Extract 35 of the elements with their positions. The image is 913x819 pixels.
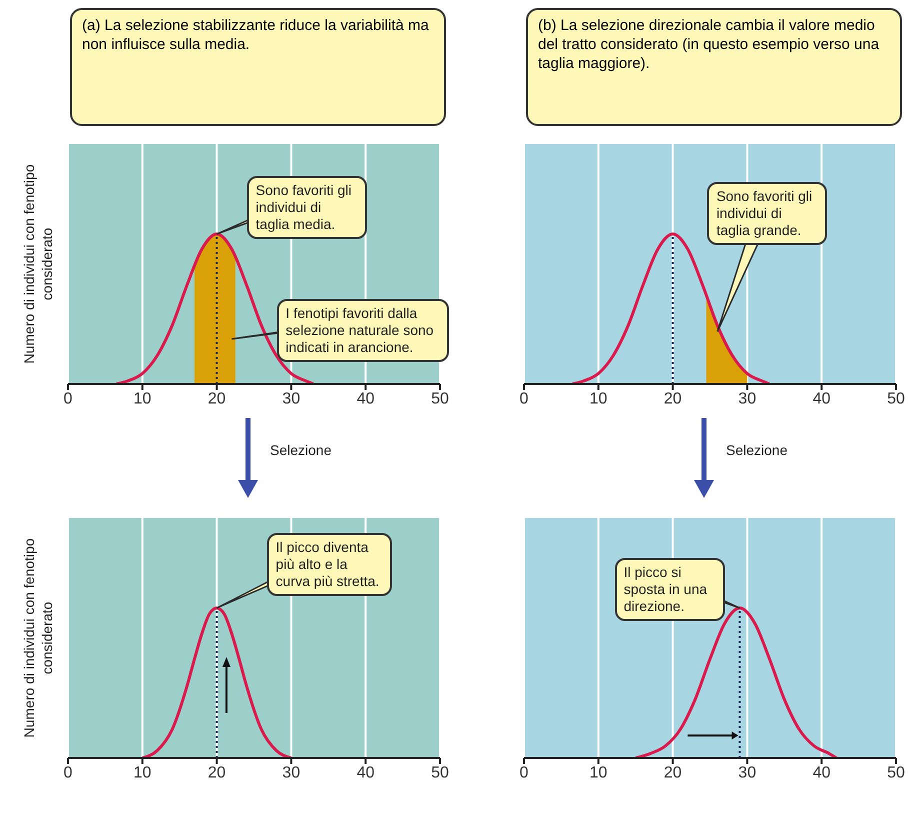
- x-tick-label: 0: [520, 764, 529, 782]
- x-tick-label: 40: [356, 764, 375, 782]
- annotation: Sono favoriti gli individui di taglia media.: [246, 176, 367, 239]
- x-tick-label: 10: [134, 764, 152, 782]
- text: Selezione: [726, 442, 788, 458]
- x-tick-label: 20: [208, 390, 226, 408]
- x-tick-label: 50: [431, 390, 449, 408]
- y-axis-title: Numero di individui con fenotipo considerato: [20, 537, 56, 740]
- chart-title: (a) La selezione stabilizzante riduce la variabilità ma non influisce sulla media.: [70, 8, 446, 126]
- x-tick-label: 30: [738, 764, 756, 782]
- x-tick-label: 20: [664, 764, 682, 782]
- x-tick-label: 0: [64, 764, 73, 782]
- x-tick-label: 30: [282, 390, 300, 408]
- x-tick-label: 30: [738, 390, 756, 408]
- y-axis-title: Numero di individui con fenotipo considerato: [20, 163, 56, 366]
- x-tick-label: 50: [887, 390, 905, 408]
- x-tick-label: 40: [356, 390, 375, 408]
- x-tick-label: 30: [282, 764, 300, 782]
- annotation: I fenotipi favoriti dalla selezione naturale sono indicati in arancione.: [276, 299, 449, 362]
- x-tick-label: 50: [887, 764, 905, 782]
- x-tick-label: 0: [520, 390, 529, 408]
- x-tick-label: 0: [64, 390, 73, 408]
- x-tick-label: 40: [812, 390, 831, 408]
- x-tick-label: 10: [590, 764, 608, 782]
- x-tick-label: 50: [431, 764, 449, 782]
- x-tick-label: 20: [664, 390, 682, 408]
- x-tick-label: 20: [208, 764, 226, 782]
- text: Selezione: [270, 442, 332, 458]
- chart-title: (b) La selezione direzionale cambia il valore medio del tratto considerato (in questo esempio verso una taglia maggiore).: [526, 8, 902, 126]
- x-tick-label: 10: [590, 390, 608, 408]
- x-tick-label: 40: [812, 764, 831, 782]
- x-tick-label: 10: [134, 390, 152, 408]
- annotation: Il picco si sposta in una direzione.: [614, 558, 725, 621]
- annotation: Il picco diventa più alto e la curva più stretta.: [266, 533, 392, 596]
- annotation: Sono favoriti gli individui di taglia grande.: [707, 182, 828, 244]
